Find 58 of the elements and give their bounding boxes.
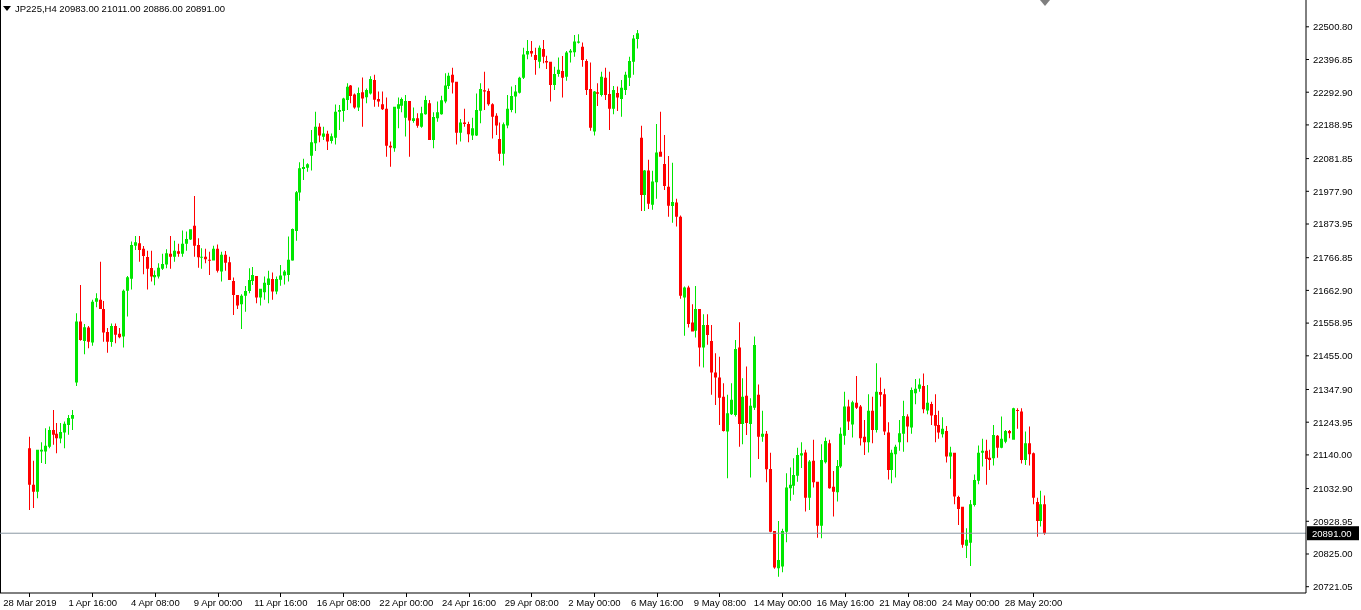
x-tick-label: 1 Apr 16:00 [68,597,117,608]
x-tick-label: 9 May 08:00 [693,597,747,608]
y-tick-label: 22081.85 [1313,152,1353,164]
y-tick-label: 22292.90 [1313,86,1353,98]
y-tick-label: 20928.95 [1313,515,1353,527]
y-tick-label: 21455.00 [1313,350,1353,362]
y-tick-label: 21347.90 [1313,383,1353,395]
y-tick-label: 22396.85 [1313,53,1353,65]
chart-title: JP225,H4 20983.00 21011.00 20886.00 20891.00 [15,3,226,14]
ref-line-label: 20891.00 [1312,527,1352,539]
y-tick-label: 21140.00 [1313,449,1352,461]
candlestick [918,378,921,392]
candlestick [71,409,74,431]
x-tick-label: 24 Apr 16:00 [442,597,496,608]
candlestick [949,446,952,479]
x-tick-label: 21 May 08:00 [879,597,937,608]
candlestick [1016,408,1019,429]
y-tick-label: 21766.85 [1313,252,1353,264]
candlestick [208,251,211,275]
y-tick-label: 21873.95 [1313,218,1353,230]
x-tick-label: 11 Apr 16:00 [254,597,308,608]
x-tick-label: 24 May 00:00 [942,597,1000,608]
x-tick-label: 22 Apr 00:00 [379,597,434,608]
y-tick-label: 21662.90 [1313,284,1353,296]
candlestick [169,235,172,269]
candlestick [596,83,599,107]
candlestick [361,77,364,127]
x-tick-label: 16 Apr 08:00 [316,597,371,608]
candlestick [177,243,180,257]
candlestick [981,438,984,467]
candlestick [200,248,203,269]
candlestick [659,111,662,157]
candlestick [761,410,764,442]
x-tick-label: 28 Mar 2019 [3,597,57,608]
x-tick-label: 4 Apr 08:00 [131,597,180,608]
y-tick-label: 20721.05 [1313,581,1353,593]
y-tick-label: 21243.95 [1313,416,1353,428]
candlestick [714,353,717,405]
x-tick-label: 2 May 00:00 [568,597,621,608]
y-tick-label: 21558.95 [1313,317,1353,329]
y-tick-label: 22500.80 [1313,21,1353,33]
candlestick [244,285,247,312]
x-tick-label: 9 Apr 00:00 [193,597,243,608]
x-tick-label: 14 May 00:00 [753,597,812,608]
candlestick [463,108,466,127]
candlestick [483,71,486,111]
y-tick-label: 21977.90 [1313,185,1353,197]
x-tick-label: 6 May 16:00 [631,597,684,608]
y-tick-label: 20825.00 [1313,548,1353,560]
x-tick-label: 29 Apr 08:00 [504,597,559,608]
x-tick-label: 16 May 16:00 [816,597,875,608]
y-tick-label: 21032.90 [1313,482,1353,494]
x-tick-label: 28 May 20:00 [1004,597,1063,608]
candlestick [561,56,564,98]
candlestick [389,141,392,167]
candlestick [32,460,35,509]
y-tick-label: 22188.95 [1313,119,1353,131]
candlestick [671,162,674,223]
